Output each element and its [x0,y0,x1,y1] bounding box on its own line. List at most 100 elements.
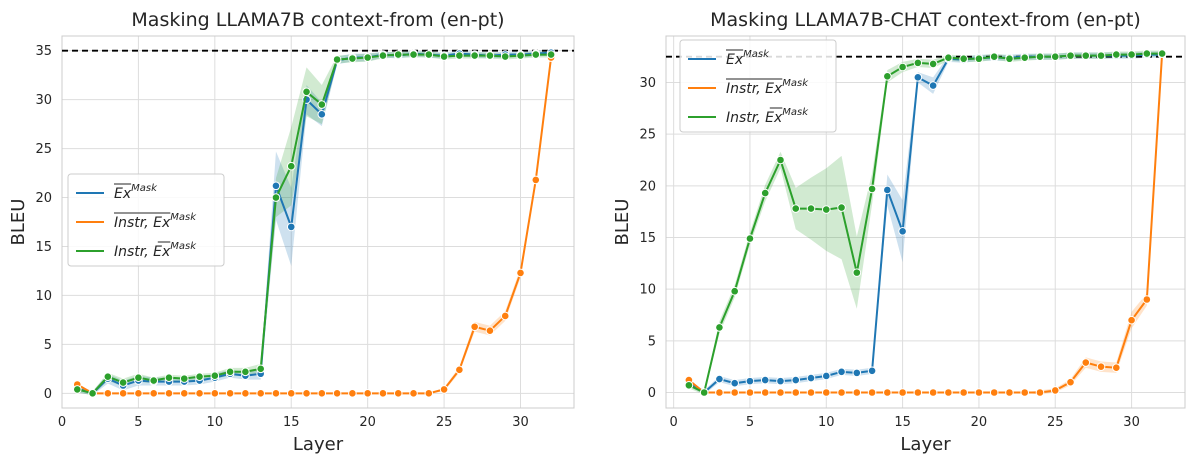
data-point-instr-ex-mask [959,388,968,397]
data-point-instr-ex-mask [989,388,999,397]
x-axis-label: Layer [900,434,951,455]
y-tick-label: 35 [35,44,52,59]
y-tick-label: 0 [648,386,656,401]
data-point-instr-exbar-mask [1005,54,1014,64]
data-point-instr-ex-mask [821,388,831,397]
data-point-instr-ex-mask [195,389,204,398]
data-point-instr-exbar-mask [516,51,525,60]
data-point-instr-ex-mask [1066,377,1075,387]
data-point-instr-ex-mask [852,388,862,397]
data-point-instr-exbar-mask [134,373,143,382]
data-point-instr-ex-mask [286,389,296,398]
data-point-instr-exbar-mask [256,364,265,374]
data-point-instr-ex-mask [531,175,541,185]
legend-label-sup: Mask [170,212,197,223]
data-point-ex-mask [286,222,296,232]
data-point-instr-exbar-mask [715,323,724,332]
x-tick-label: 30 [1123,415,1140,430]
data-point-instr-exbar-mask [332,55,342,64]
data-point-instr-ex-mask [439,385,449,394]
data-point-instr-exbar-mask [959,54,968,64]
data-point-ex-mask [837,367,846,377]
legend-label-sup: Mask [131,183,158,194]
data-point-ex-mask [913,73,923,82]
data-point-instr-ex-mask [378,389,388,398]
data-point-instr-exbar-mask [317,100,327,109]
data-point-ex-mask [883,185,892,195]
y-tick-label: 25 [35,142,52,157]
data-point-ex-mask [821,371,831,381]
data-point-instr-exbar-mask [989,52,999,61]
data-point-instr-ex-mask [1050,386,1060,395]
data-point-instr-ex-mask [348,389,357,398]
x-tick-label: 25 [1047,415,1064,430]
data-point-instr-ex-mask [760,388,770,397]
y-axis-label: BLEU [612,199,633,246]
data-point-instr-ex-mask [134,389,143,398]
data-point-instr-exbar-mask [791,204,801,213]
data-point-instr-exbar-mask [409,50,418,59]
y-tick-label: 20 [35,191,52,206]
data-point-ex-mask [806,373,816,383]
data-point-instr-ex-mask [179,389,189,398]
data-point-instr-ex-mask [1112,363,1121,373]
data-point-ex-mask [928,81,938,90]
data-point-instr-ex-mask [1142,295,1152,304]
chart-title: Masking LLAMA7B context-from (en-pt) [131,9,504,31]
data-point-ex-mask [791,375,801,385]
data-point-ex-mask [730,378,739,388]
data-point-instr-ex-mask [256,389,265,398]
y-tick-label: 0 [44,387,52,402]
y-tick-label: 5 [648,334,656,349]
plot-frame [61,35,575,409]
data-point-instr-exbar-mask [1096,51,1106,60]
ci-band-ex-mask [77,49,552,396]
data-point-instr-ex-mask [317,389,327,398]
legend-label-sup: Mask [743,49,770,60]
legend-label: ExMask [726,49,770,68]
data-point-ex-mask [715,374,724,384]
data-point-instr-ex-mask [867,388,877,397]
x-tick-label: 20 [971,415,988,430]
legend-label: Instr, ExMask [726,78,809,97]
legend-label: Instr, ExMask [114,241,197,260]
data-point-instr-ex-mask [1035,388,1045,397]
chart-llama7b: 0 5 10 15 20 25 30 0 5 10 15 20 25 30 35 Masking LLAMA7… [8,9,575,455]
legend-label-sup: Mask [170,241,197,252]
data-point-instr-ex-mask [393,389,403,398]
data-point-instr-ex-mask [715,388,724,397]
data-point-instr-ex-mask [791,388,801,397]
data-point-instr-exbar-mask [546,50,556,59]
x-tick-label: 15 [894,415,911,430]
data-point-instr-exbar-mask [821,205,831,214]
data-point-instr-exbar-mask [149,376,159,385]
data-point-instr-ex-mask [1081,358,1091,367]
legend-box [67,173,225,267]
legend-label: Instr, ExMask [726,107,809,126]
data-point-instr-exbar-mask [164,373,174,382]
data-point-instr-ex-mask [409,389,418,398]
data-point-instr-exbar-mask [1081,51,1091,60]
data-point-instr-exbar-mask [424,50,434,59]
legend-item-instr-ex-mask: Instr, ExMask [688,78,809,97]
data-point-instr-ex-mask [806,388,816,397]
data-point-instr-ex-mask [1096,362,1106,371]
data-point-ex-mask [867,366,877,376]
data-point-instr-ex-mask [500,311,510,321]
data-point-instr-exbar-mask [210,371,220,380]
data-point-instr-ex-mask [730,388,739,397]
legend-label-sup: Mask [782,78,809,89]
y-tick-label: 30 [35,93,52,108]
data-point-instr-ex-mask [974,388,984,397]
legend-item-ex-mask: ExMask [76,183,158,202]
data-point-instr-ex-mask [225,389,235,398]
data-point-instr-exbar-mask [776,155,785,165]
data-point-instr-ex-mask [424,389,434,398]
data-point-instr-exbar-mask [286,161,296,171]
x-tick-label: 5 [746,415,754,430]
data-point-instr-exbar-mask [1035,52,1045,61]
data-point-instr-exbar-mask [195,372,204,381]
data-point-instr-ex-mask [210,389,220,398]
